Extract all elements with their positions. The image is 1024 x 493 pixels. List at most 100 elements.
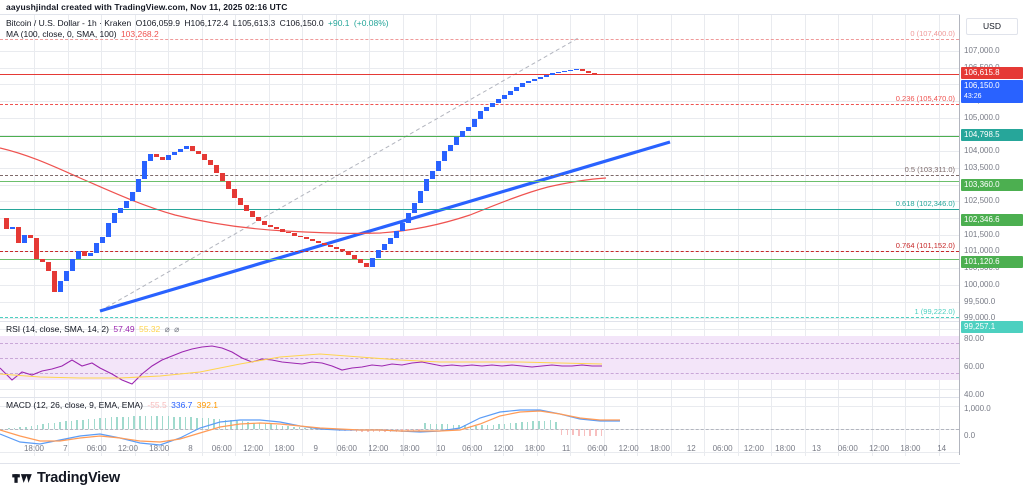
rsi-extra-2: ⌀ xyxy=(174,324,180,334)
macd-hist-bar xyxy=(486,424,489,429)
candle-body xyxy=(388,238,393,244)
ma-legend[interactable]: MA (100, close, 0, SMA, 100) 103,268.2 xyxy=(6,29,159,40)
grid-line-v xyxy=(805,398,806,456)
axis-separator xyxy=(959,15,960,455)
candle-body xyxy=(484,107,489,111)
candle-body xyxy=(340,249,345,251)
fib-level-line[interactable] xyxy=(0,39,959,40)
rsi-value: 57.49 xyxy=(113,324,135,334)
macd-hist-bar xyxy=(150,416,153,429)
price-scale[interactable]: USD 107,000.0106,500.0106,000.0105,500.0… xyxy=(960,14,1024,464)
macd-hist-bar xyxy=(498,424,500,429)
candle-body xyxy=(82,251,87,256)
fib-level-line[interactable] xyxy=(0,251,959,252)
candle-body xyxy=(382,244,387,250)
macd-hist-bar xyxy=(578,429,580,436)
candle-body xyxy=(118,208,123,213)
fib-level-line[interactable] xyxy=(0,209,959,210)
macd-hist-bar xyxy=(475,425,477,429)
candle-body xyxy=(40,259,45,262)
rsi-legend[interactable]: RSI (14, close, SMA, 14, 2) 57.49 55.32 … xyxy=(6,324,179,335)
price-tag[interactable]: 104,798.5 xyxy=(961,129,1023,141)
macd-hist-bar xyxy=(82,419,84,429)
price-tag[interactable]: 101,120.6 xyxy=(961,256,1023,268)
macd-legend[interactable]: MACD (12, 26, close, 9, EMA, EMA) -55.5 … xyxy=(6,400,218,411)
candle-body xyxy=(220,173,225,181)
candle-body xyxy=(46,262,51,271)
candle-body xyxy=(364,263,369,267)
time-axis[interactable]: 18:00 7 06:00 12:00 18:00 8 06:00 12:00 18:00 9 06… xyxy=(0,440,1024,464)
candle-body xyxy=(376,250,381,258)
rsi-pane[interactable]: RSI (14, close, SMA, 14, 2) 57.49 55.32 … xyxy=(0,321,959,398)
grid-line-v xyxy=(671,398,672,456)
rsi-extra-1: ⌀ xyxy=(164,324,170,334)
candle-body xyxy=(550,73,555,75)
support-green-2[interactable] xyxy=(0,181,959,182)
ohlc-high-label: H xyxy=(184,18,191,28)
time-tick-label: 12:00 xyxy=(743,444,764,453)
macd-hist-bar xyxy=(583,429,586,436)
macd-tick-label: 0.0 xyxy=(964,431,976,440)
trend-line[interactable] xyxy=(99,36,581,312)
macd-hist-bar xyxy=(441,424,443,429)
candle-body xyxy=(160,157,165,160)
candle-body xyxy=(208,160,213,165)
grid-line-v xyxy=(135,398,136,456)
macd-hist-bar xyxy=(287,426,289,429)
candle-body xyxy=(352,255,357,259)
candle-body xyxy=(232,189,237,198)
footer-bar: TradingView xyxy=(0,465,1024,493)
candle-body xyxy=(562,71,567,72)
candle-body xyxy=(124,201,129,208)
symbol-legend[interactable]: Bitcoin / U.S. Dollar - 1h · Kraken O106… xyxy=(6,18,389,29)
grid-line-v xyxy=(838,398,839,456)
macd-hist-bar xyxy=(509,423,512,429)
price-tag[interactable]: 106,615.8 xyxy=(961,67,1023,79)
price-tag-value: 99,257.1 xyxy=(964,322,996,331)
macd-hist-bar xyxy=(435,423,438,429)
time-tick-label: 14 xyxy=(937,444,947,453)
resistance-red[interactable] xyxy=(0,74,959,75)
grid-line-v xyxy=(503,398,504,456)
trend-line[interactable] xyxy=(99,140,671,313)
macd-pane[interactable]: MACD (12, 26, close, 9, EMA, EMA) -55.5 … xyxy=(0,397,959,456)
grid-line-v xyxy=(269,398,270,456)
candle-body xyxy=(4,218,9,229)
macd-hist-bar xyxy=(122,416,124,429)
macd-hist-bar xyxy=(560,429,563,435)
macd-hist-bar xyxy=(207,418,210,429)
time-tick-label: 12:00 xyxy=(493,444,514,453)
fib-level-label: 0.618 (102,346.0) xyxy=(895,199,955,208)
candle-body xyxy=(520,83,525,87)
main-price-pane[interactable]: 0 (107,400.0) 0.236 (105,470.0) 0.5 (103,3… xyxy=(0,15,959,321)
support-green-1[interactable] xyxy=(0,136,959,137)
fib-level-line[interactable] xyxy=(0,317,959,318)
macd-hist-bar xyxy=(127,416,130,429)
grid-line-h xyxy=(0,51,959,52)
currency-unit: USD xyxy=(966,18,1018,35)
candle-body xyxy=(100,237,105,243)
ohlc-close-label: C xyxy=(279,18,286,28)
grid-line-h xyxy=(0,185,959,186)
price-tag[interactable]: 99,257.1 xyxy=(961,321,1023,333)
time-tick-label: 06:00 xyxy=(211,444,232,453)
price-tag[interactable]: 106,150.0 43:26 xyxy=(961,80,1023,103)
time-tick-label: 06:00 xyxy=(837,444,858,453)
support-green-4[interactable] xyxy=(0,259,959,260)
fib-level-line[interactable] xyxy=(0,104,959,105)
macd-value: 336.7 xyxy=(171,400,193,410)
indicator-line xyxy=(0,345,602,385)
candle-body xyxy=(574,69,579,70)
price-tag[interactable]: 103,360.0 xyxy=(961,179,1023,191)
tradingview-logo[interactable]: TradingView xyxy=(12,470,120,486)
candle-body xyxy=(430,171,435,179)
macd-hist-bar xyxy=(543,420,546,429)
candle-body xyxy=(10,227,15,229)
macd-hist-bar xyxy=(93,418,96,429)
candle-body xyxy=(424,179,429,191)
candle-body xyxy=(496,99,501,103)
fib-level-line[interactable] xyxy=(0,175,959,176)
price-tag[interactable]: 102,346.6 xyxy=(961,214,1023,226)
candle-body xyxy=(298,236,303,237)
candle-body xyxy=(532,79,537,81)
